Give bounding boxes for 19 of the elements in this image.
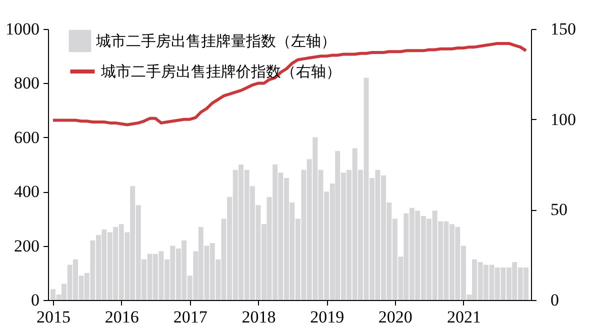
y-tick-label: 1000 bbox=[6, 20, 40, 38]
x-tick-label: 2016 bbox=[104, 308, 139, 326]
y-tick-label: 200 bbox=[14, 236, 40, 256]
y2-tick-label: 100 bbox=[550, 110, 576, 129]
y2-tick-label: 150 bbox=[550, 20, 576, 38]
y-tick-label: 800 bbox=[14, 74, 40, 93]
y-tick-label: 400 bbox=[14, 182, 40, 202]
x-tick-label: 2019 bbox=[310, 308, 344, 326]
y2-tick-label: 0 bbox=[550, 290, 559, 310]
y-tick-label: 600 bbox=[14, 128, 40, 147]
x-tick-label: 2015 bbox=[36, 308, 70, 326]
legend-label: 城市二手房出售挂牌价指数（右轴） bbox=[100, 64, 341, 80]
x-tick-label: 2021 bbox=[446, 308, 481, 326]
y-tick-label: 0 bbox=[31, 290, 40, 310]
x-tick-label: 2018 bbox=[242, 308, 276, 326]
x-tick-label: 2020 bbox=[378, 308, 412, 326]
x-tick-label: 2017 bbox=[173, 308, 208, 326]
y2-tick-label: 50 bbox=[550, 200, 568, 220]
legend-label: 城市二手房出售挂牌量指数（左轴） bbox=[95, 33, 336, 50]
